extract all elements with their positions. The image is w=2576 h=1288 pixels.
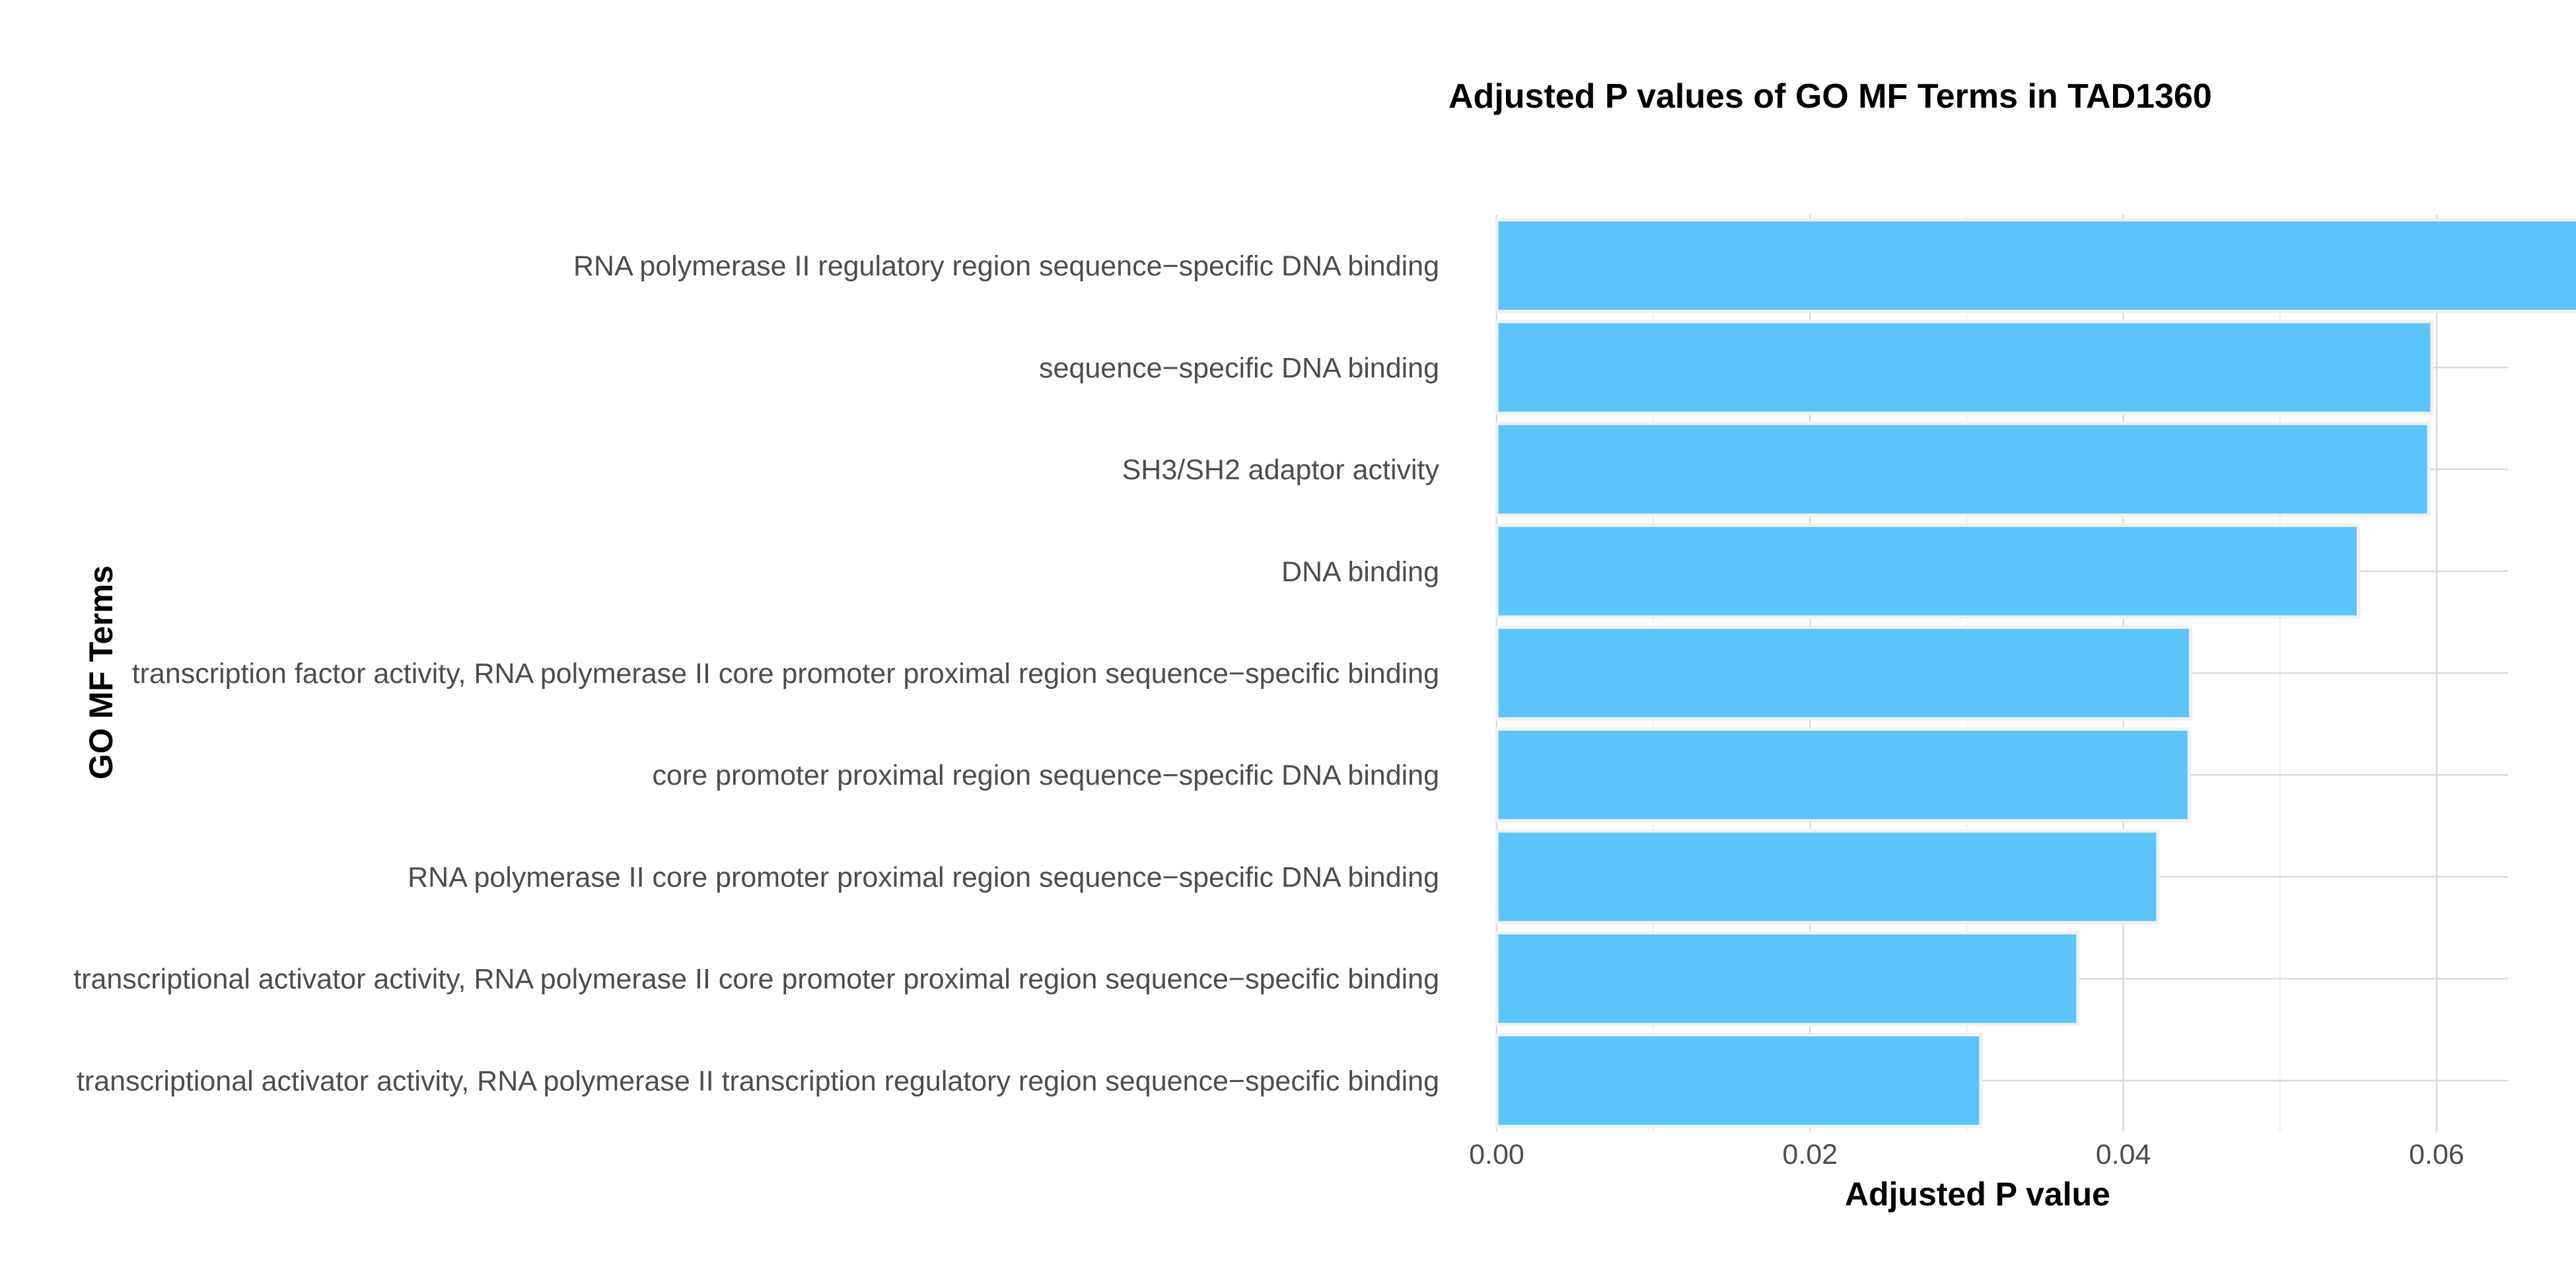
category-label: core promoter proximal region sequence−s… (653, 760, 1440, 791)
bar (1495, 626, 2193, 721)
bar (1495, 1032, 1983, 1128)
category-label: RNA polymerase II core promoter proximal… (408, 861, 1439, 893)
bar (1495, 320, 2434, 415)
category-label: sequence−specific DNA binding (1039, 352, 1439, 384)
x-tick-label: 0.02 (1782, 1139, 1838, 1170)
bars (1495, 218, 2576, 1128)
category-label: transcription factor activity, RNA polym… (132, 658, 1439, 690)
bar (1495, 829, 2160, 925)
x-axis-title: Adjusted P value (1845, 1176, 2110, 1213)
category-label: SH3/SH2 adaptor activity (1122, 454, 1440, 486)
x-tick-labels: 0.00 0.02 0.04 0.06 (1469, 1139, 2464, 1170)
y-axis-title: GO MF Terms (83, 565, 120, 779)
chart-title: Adjusted P values of GO MF Terms in TAD1… (1449, 77, 2212, 116)
category-labels: RNA polymerase II regulatory region sequ… (73, 250, 1439, 1097)
bar (1495, 218, 2576, 314)
bar (1495, 421, 2431, 517)
bar (1495, 931, 2080, 1026)
x-tick-label: 0.04 (2096, 1139, 2151, 1170)
x-tick-label: 0.00 (1469, 1139, 1524, 1170)
category-label: transcriptional activator activity, RNA … (77, 1065, 1439, 1097)
category-label: DNA binding (1281, 556, 1439, 588)
category-label: RNA polymerase II regulatory region sequ… (573, 250, 1439, 282)
category-label: transcriptional activator activity, RNA … (73, 964, 1439, 995)
bar (1495, 727, 2191, 823)
x-tick-label: 0.06 (2409, 1139, 2464, 1170)
bar (1495, 523, 2360, 619)
